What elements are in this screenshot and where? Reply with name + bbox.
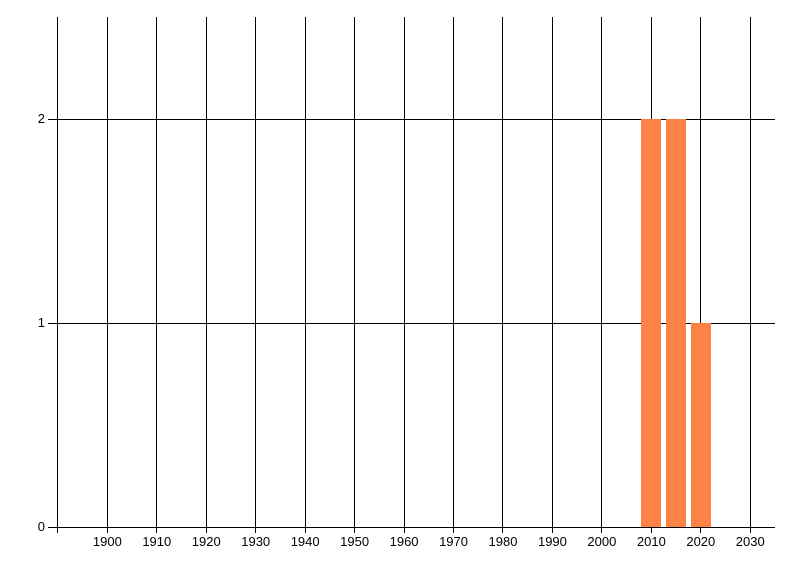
x-tick-label: 1940 bbox=[290, 534, 320, 549]
x-tick-label: 1950 bbox=[340, 534, 370, 549]
y-tick-label: 2 bbox=[37, 111, 45, 126]
bar bbox=[690, 323, 711, 527]
y-tick-label: 0 bbox=[37, 519, 45, 534]
x-gridline bbox=[255, 17, 257, 533]
x-tick-label: 1970 bbox=[439, 534, 468, 549]
x-gridline bbox=[205, 17, 207, 533]
x-tick-label: 2020 bbox=[686, 534, 716, 549]
x-gridline bbox=[403, 17, 405, 533]
x-gridline bbox=[551, 17, 553, 533]
x-gridline bbox=[601, 17, 603, 533]
x-tick-label: 2000 bbox=[587, 534, 617, 549]
x-gridline bbox=[354, 17, 356, 533]
x-tick-label: 2010 bbox=[636, 534, 666, 549]
x-gridline bbox=[106, 17, 108, 533]
y-gridline bbox=[48, 322, 775, 324]
x-tick-label: 1960 bbox=[389, 534, 419, 549]
x-tick-label: 1930 bbox=[241, 534, 271, 549]
x-gridline bbox=[700, 17, 702, 533]
x-tick-label: 1990 bbox=[537, 534, 567, 549]
y-gridline bbox=[48, 118, 775, 120]
x-gridline bbox=[749, 17, 751, 533]
x-gridline bbox=[304, 17, 306, 533]
y-tick-label: 1 bbox=[37, 315, 45, 330]
x-gridline bbox=[156, 17, 158, 533]
bar bbox=[666, 119, 686, 527]
x-tick-label: 1980 bbox=[488, 534, 518, 549]
x-tick-label: 1910 bbox=[142, 534, 172, 549]
y-gridline bbox=[48, 526, 775, 528]
x-tick-label: 1920 bbox=[191, 534, 221, 549]
x-tick-label: 1900 bbox=[92, 534, 122, 549]
x-gridline bbox=[453, 17, 455, 533]
x-tick-label: 2030 bbox=[735, 534, 765, 549]
x-gridline bbox=[502, 17, 504, 533]
bar bbox=[641, 119, 662, 527]
x-gridline bbox=[57, 17, 59, 533]
